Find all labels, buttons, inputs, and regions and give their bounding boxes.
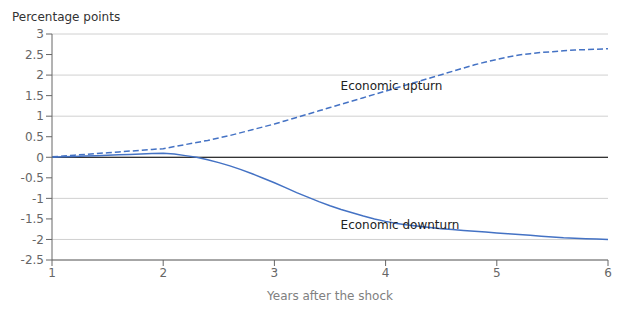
svg-text:Economic downturn: Economic downturn — [341, 218, 460, 232]
svg-text:6: 6 — [604, 266, 612, 280]
svg-text:-2.5: -2.5 — [21, 253, 44, 267]
svg-text:0.5: 0.5 — [25, 130, 44, 144]
svg-text:2.5: 2.5 — [25, 48, 44, 62]
svg-text:5: 5 — [493, 266, 501, 280]
svg-text:1: 1 — [36, 109, 44, 123]
svg-text:1: 1 — [48, 266, 56, 280]
svg-text:-2: -2 — [32, 233, 44, 247]
svg-text:-1: -1 — [32, 192, 44, 206]
svg-text:Economic upturn: Economic upturn — [341, 79, 443, 93]
svg-text:2: 2 — [36, 68, 44, 82]
svg-text:4: 4 — [382, 266, 390, 280]
svg-text:Years after the shock: Years after the shock — [266, 289, 393, 303]
html-text:Percentage points: Percentage points — [12, 10, 121, 24]
svg-text:3: 3 — [36, 27, 44, 41]
svg-text:0: 0 — [36, 151, 44, 165]
svg-text:-0.5: -0.5 — [21, 171, 44, 185]
svg-text:1.5: 1.5 — [25, 89, 44, 103]
svg-text:-1.5: -1.5 — [21, 212, 44, 226]
svg-text:3: 3 — [271, 266, 279, 280]
svg-text:2: 2 — [159, 266, 167, 280]
